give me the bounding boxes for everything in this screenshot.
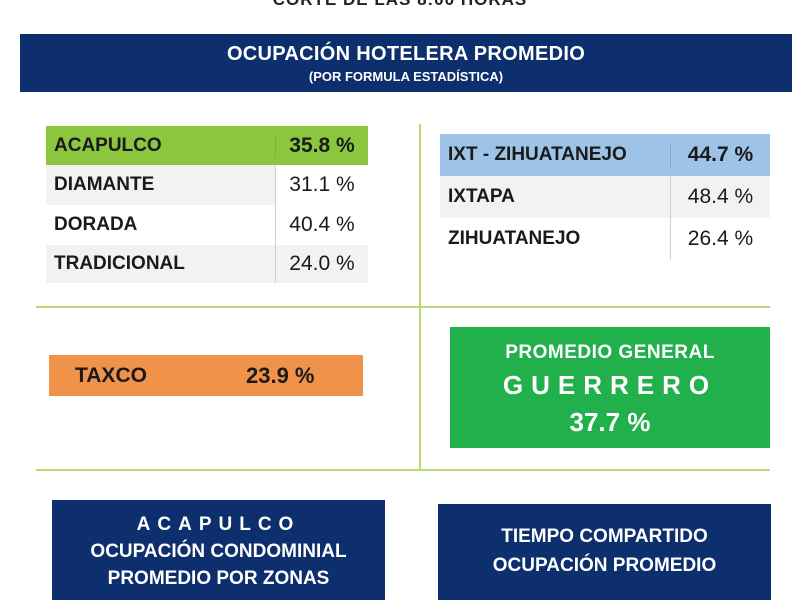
condominial-occupancy-header: ACAPULCO OCUPACIÓN CONDOMINIAL PROMEDIO …: [52, 500, 385, 600]
zone-name: ZIHUATANEJO: [448, 228, 581, 249]
page-subtitle: (POR FORMULA ESTADÍSTICA): [308, 69, 504, 84]
general-average-panel: PROMEDIO GENERAL GUERRERO 37.7 %: [450, 327, 770, 448]
horizontal-divider-top: [36, 306, 770, 308]
table-row-zihuatanejo: ZIHUATANEJO 26.4 %: [440, 218, 770, 260]
zone-name: IXT - ZIHUATANEJO: [448, 144, 627, 165]
report-cutoff-time: CORTE DE LAS 8:00 HORAS: [0, 0, 800, 12]
page-title: OCUPACIÓN HOTELERA PROMEDIO: [226, 43, 586, 65]
zone-value: 24.0 %: [275, 245, 368, 283]
zone-value: 40.4 %: [275, 205, 368, 245]
zone-value: 48.4 %: [670, 176, 770, 218]
condominial-subtitle: PROMEDIO POR ZONAS: [107, 568, 330, 589]
zone-value: 44.7 %: [670, 143, 770, 167]
zone-name: DORADA: [54, 214, 138, 235]
taxco-label: TAXCO: [75, 363, 147, 387]
table-row-diamante: DIAMANTE 31.1 %: [46, 165, 368, 205]
zone-name: IXTAPA: [448, 186, 515, 207]
table-row-dorada: DORADA 40.4 %: [46, 205, 368, 245]
table-row-ixtapa: IXTAPA 48.4 %: [440, 176, 770, 218]
ixtapa-occupancy-table: IXT - ZIHUATANEJO 44.7 % IXTAPA 48.4 % Z…: [440, 134, 770, 260]
horizontal-divider-bottom: [36, 469, 770, 471]
timeshare-title: TIEMPO COMPARTIDO: [501, 526, 708, 547]
condominial-title: OCUPACIÓN CONDOMINIAL: [90, 541, 347, 562]
taxco-occupancy-bar: TAXCO 23.9 %: [49, 355, 363, 396]
table-row-ixt-zihuatanejo: IXT - ZIHUATANEJO 44.7 %: [440, 134, 770, 176]
timeshare-occupancy-header: TIEMPO COMPARTIDO OCUPACIÓN PROMEDIO: [438, 504, 771, 600]
title-banner: OCUPACIÓN HOTELERA PROMEDIO (POR FORMULA…: [20, 34, 792, 92]
general-average-label: PROMEDIO GENERAL: [505, 342, 715, 363]
zone-name: DIAMANTE: [54, 174, 155, 195]
table-row-acapulco: ACAPULCO 35.8 %: [46, 126, 368, 165]
condominial-city: ACAPULCO: [136, 514, 301, 535]
zone-value: 26.4 %: [670, 218, 770, 260]
taxco-value: 23.9 %: [246, 362, 315, 388]
general-average-value: 37.7 %: [569, 407, 651, 437]
zone-name: ACAPULCO: [54, 134, 162, 156]
table-row-tradicional: TRADICIONAL 24.0 %: [46, 245, 368, 283]
state-name: GUERRERO: [502, 370, 718, 400]
vertical-divider: [419, 124, 421, 470]
zone-value: 35.8 %: [275, 133, 368, 158]
timeshare-subtitle: OCUPACIÓN PROMEDIO: [492, 555, 717, 576]
acapulco-occupancy-table: ACAPULCO 35.8 % DIAMANTE 31.1 % DORADA 4…: [46, 126, 368, 283]
zone-name: TRADICIONAL: [54, 253, 185, 274]
zone-value: 31.1 %: [275, 165, 368, 205]
